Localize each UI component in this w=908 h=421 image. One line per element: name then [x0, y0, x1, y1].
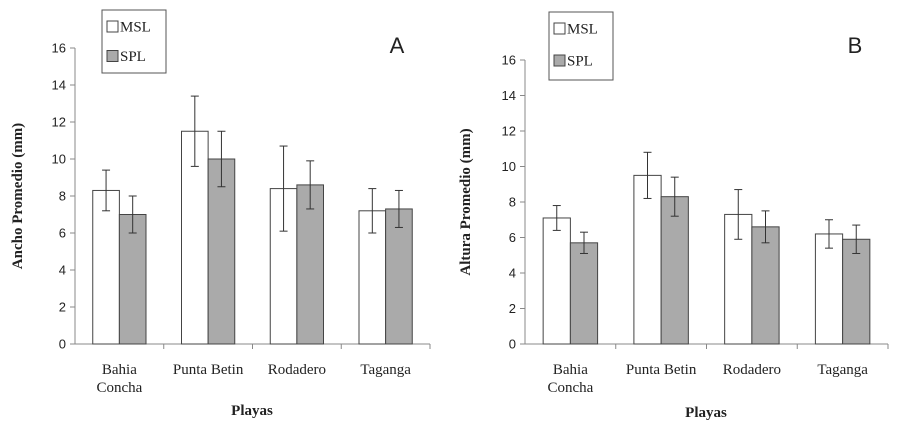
x-tick-label: Taganga [360, 362, 411, 378]
y-tick-label: 12 [52, 115, 66, 130]
y-tick-label: 2 [509, 301, 516, 316]
x-tick-label-line: Taganga [360, 362, 411, 378]
x-tick-label: Taganga [817, 362, 868, 378]
x-tick-label-line: Punta Betin [173, 362, 244, 378]
legend-label-spl: SPL [567, 54, 593, 70]
bar-msl [814, 233, 844, 345]
bar-spl [751, 226, 780, 345]
y-tick-label: 16 [502, 53, 516, 68]
x-tick-label-line: Punta Betin [626, 362, 697, 378]
bar-msl [92, 189, 120, 345]
bar-msl [542, 217, 571, 345]
x-axis-title: Playas [685, 405, 727, 421]
y-tick-label: 10 [502, 159, 516, 174]
panel-label: B [848, 33, 863, 58]
bar-spl [660, 196, 689, 345]
y-tick-label: 8 [509, 195, 516, 210]
legend-label-spl: SPL [120, 49, 146, 65]
legend-label-msl: MSL [567, 22, 598, 38]
x-tick-label: Punta Betin [173, 362, 244, 378]
y-tick-label: 12 [502, 124, 516, 139]
y-axis-title: Altura Promedio (mm) [458, 128, 474, 275]
y-tick-label: 16 [52, 41, 66, 56]
legend-swatch-spl [553, 54, 566, 67]
chart-panel-a: 0 2 4 6 8 10 12 14 16 Bahia Concha Punta Betin Rodad… [10, 9, 431, 419]
legend: MSL SPL [101, 9, 167, 74]
legend-swatch-msl [553, 22, 566, 35]
bar-spl [842, 238, 871, 345]
x-tick-label: Bahia Concha [547, 362, 593, 396]
x-tick-label-line: Bahia [102, 362, 137, 378]
y-tick-label: 14 [52, 78, 66, 93]
bar-spl [118, 214, 147, 345]
x-tick-label-line: Concha [96, 380, 142, 396]
bar-spl [385, 208, 413, 345]
y-tick-label: 0 [509, 337, 516, 352]
x-tick-label-line: Concha [547, 380, 593, 396]
x-tick-label: Rodadero [723, 362, 781, 378]
y-tick-label: 10 [52, 152, 66, 167]
x-tick-label: Bahia Concha [96, 362, 142, 396]
y-tick-label: 6 [509, 230, 516, 245]
y-tick-label: 4 [59, 263, 66, 278]
y-tick-label: 0 [59, 337, 66, 352]
legend-swatch-spl [106, 50, 119, 62]
y-tick-label: 8 [59, 189, 66, 204]
y-tick-label: 2 [59, 300, 66, 315]
legend-label-msl: MSL [120, 20, 151, 36]
x-tick-label-line: Taganga [817, 362, 868, 378]
x-tick-label-line: Rodadero [268, 362, 326, 378]
panel-label: A [390, 33, 405, 58]
bar-spl [569, 242, 599, 345]
bar-msl [633, 174, 662, 345]
y-tick-label: 6 [59, 226, 66, 241]
y-tick-label: 4 [509, 266, 516, 281]
y-axis-title: Ancho Promedio (mm) [10, 123, 26, 269]
legend: MSL SPL [548, 11, 614, 81]
x-tick-label: Punta Betin [626, 362, 697, 378]
legend-swatch-msl [106, 20, 119, 33]
x-tick-label-line: Rodadero [723, 362, 781, 378]
bar-spl [296, 184, 324, 345]
x-tick-label: Rodadero [268, 362, 326, 378]
x-axis-title: Playas [231, 403, 273, 419]
y-tick-label: 14 [502, 88, 516, 103]
x-tick-label-line: Bahia [553, 362, 588, 378]
chart-panel-b: 0 2 4 6 8 10 12 14 16 Bahia Concha Punta Betin Rodad… [458, 11, 889, 421]
